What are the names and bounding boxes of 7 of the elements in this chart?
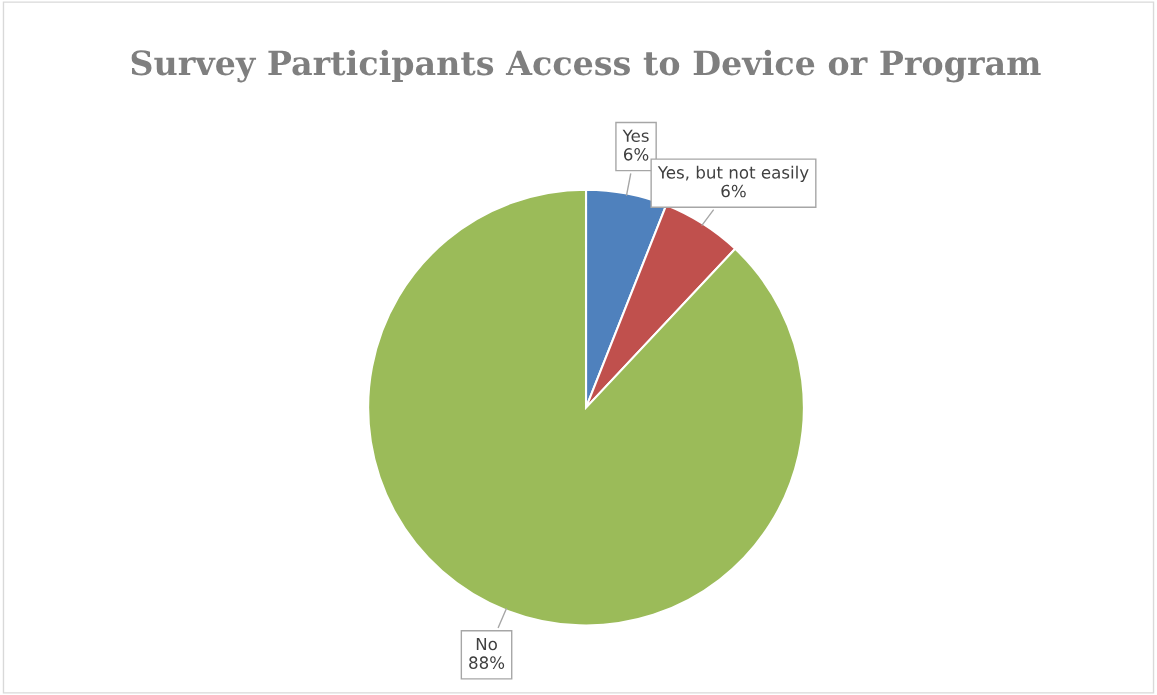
slice-label: Yes, but not easily xyxy=(657,165,809,182)
slice-label: No xyxy=(476,637,497,651)
slice-label: Yes xyxy=(622,129,649,143)
data-label: 6% xyxy=(623,148,649,161)
data-label: 6% xyxy=(721,184,746,198)
chart-title: Survey Participants Access to Device or Program xyxy=(131,49,1041,83)
data-label: 88% xyxy=(469,656,505,669)
